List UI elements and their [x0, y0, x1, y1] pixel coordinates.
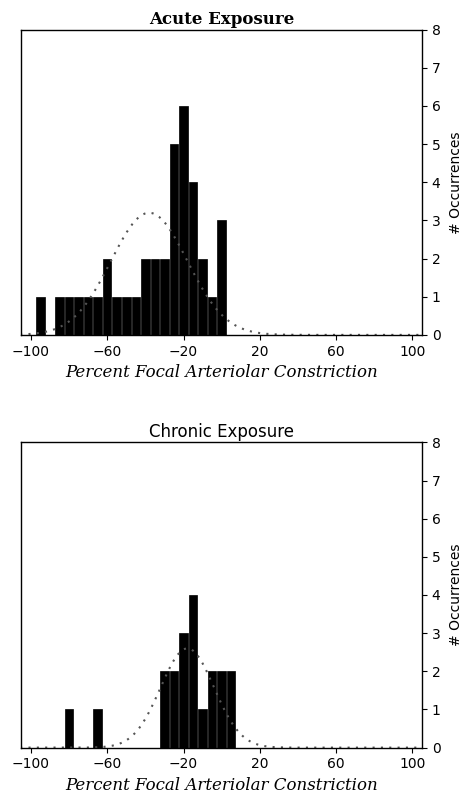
Title: Chronic Exposure: Chronic Exposure [149, 423, 294, 441]
Bar [189, 595, 197, 748]
Bar [189, 182, 197, 335]
Bar [103, 258, 111, 335]
Bar [36, 297, 45, 335]
Bar [218, 671, 226, 748]
Bar [218, 221, 226, 335]
Bar [141, 258, 150, 335]
Bar [208, 297, 217, 335]
Bar [208, 671, 217, 748]
Bar [84, 297, 92, 335]
X-axis label: Percent Focal Arteriolar Constriction: Percent Focal Arteriolar Constriction [65, 777, 378, 794]
Bar [93, 297, 102, 335]
X-axis label: Percent Focal Arteriolar Constriction: Percent Focal Arteriolar Constriction [65, 364, 378, 381]
Bar [65, 297, 73, 335]
Bar [93, 709, 102, 748]
Bar [55, 297, 64, 335]
Bar [122, 297, 130, 335]
Title: Acute Exposure: Acute Exposure [149, 11, 294, 28]
Y-axis label: # Occurrences: # Occurrences [449, 131, 463, 233]
Bar [112, 297, 121, 335]
Y-axis label: # Occurrences: # Occurrences [449, 543, 463, 646]
Bar [131, 297, 140, 335]
Bar [198, 709, 207, 748]
Bar [160, 258, 169, 335]
Bar [65, 709, 73, 748]
Bar [151, 258, 159, 335]
Bar [74, 297, 83, 335]
Bar [227, 671, 236, 748]
Bar [179, 106, 188, 335]
Bar [170, 671, 178, 748]
Bar [170, 144, 178, 335]
Bar [160, 671, 169, 748]
Bar [179, 634, 188, 748]
Bar [198, 258, 207, 335]
